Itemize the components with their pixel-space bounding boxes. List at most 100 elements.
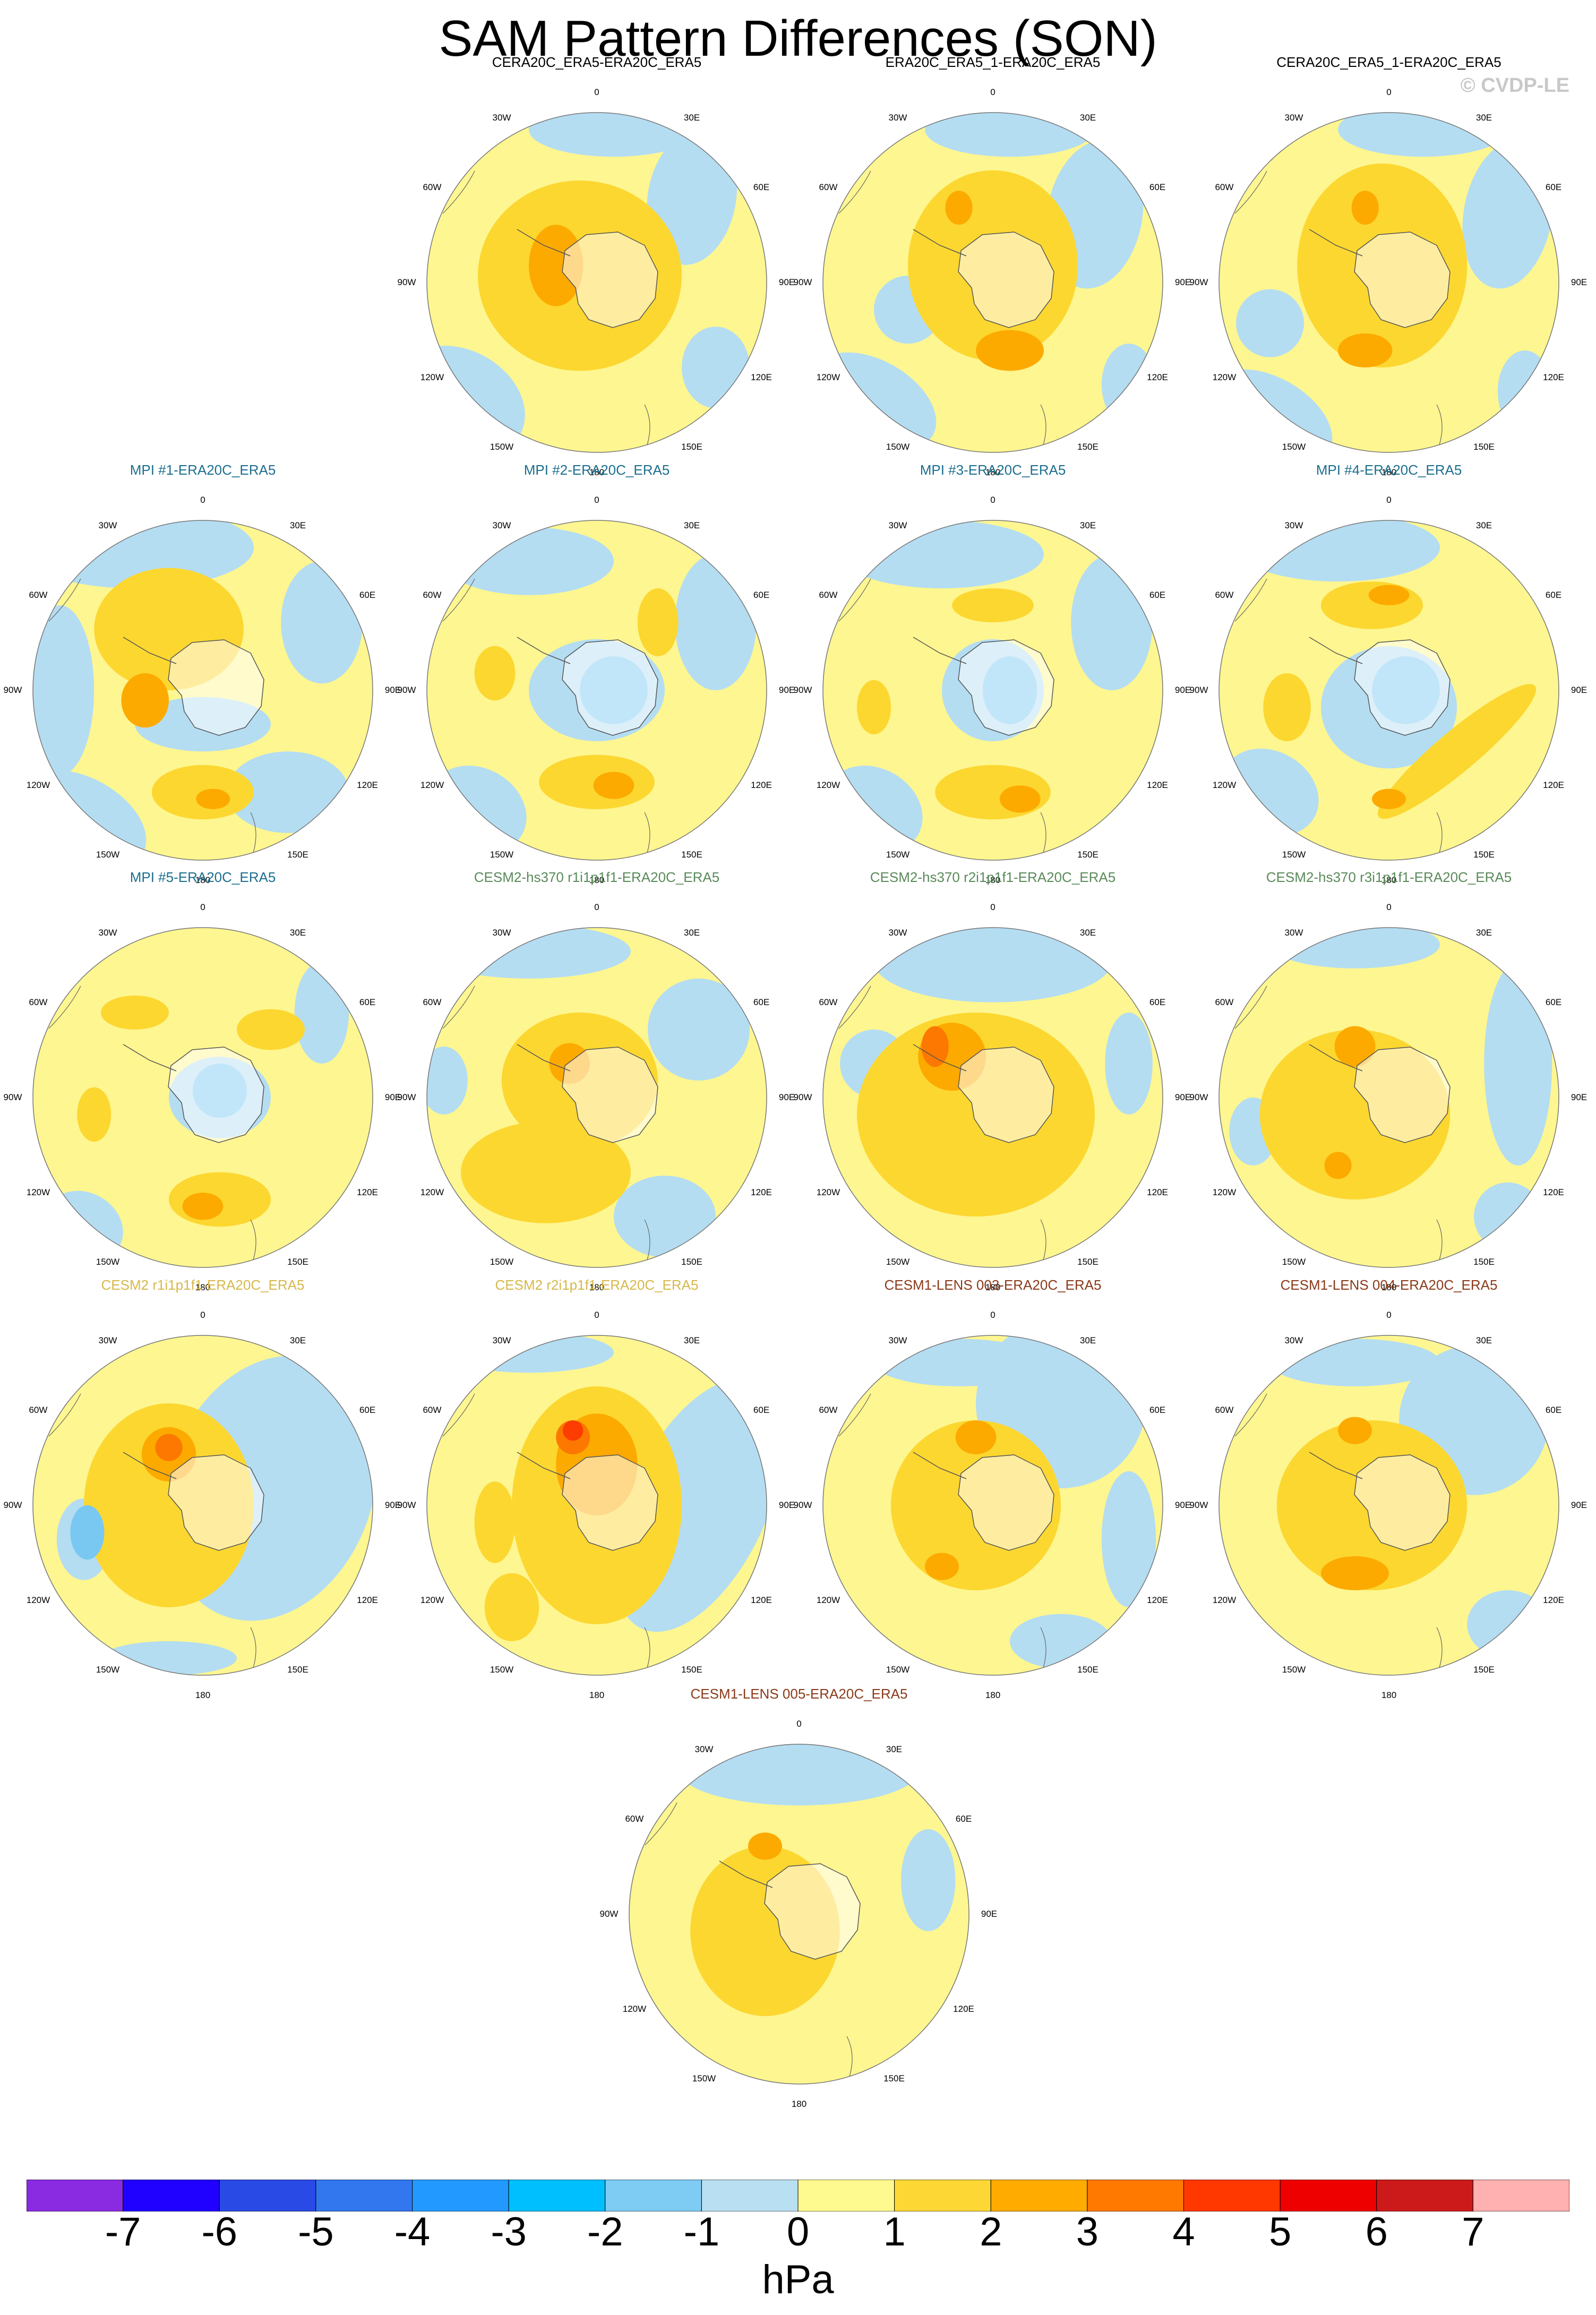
coastline — [48, 985, 81, 1029]
longitude-label: 180 — [195, 875, 211, 885]
longitude-label: 60W — [423, 590, 442, 600]
longitude-label: 30W — [1284, 112, 1303, 123]
contour-region — [101, 1641, 237, 1675]
polar-map — [32, 520, 373, 861]
map-border — [32, 927, 373, 1268]
longitude-label: 180 — [1381, 875, 1397, 885]
longitude-label: 150W — [1282, 1257, 1306, 1267]
panel-title: MPI #5-ERA20C_ERA5 — [130, 869, 276, 885]
longitude-label: 180 — [195, 1282, 211, 1292]
contour-region — [748, 1832, 782, 1860]
coastline — [442, 985, 475, 1029]
polar-map — [1219, 520, 1559, 861]
polar-map — [822, 112, 1163, 453]
antarctica-outline — [1354, 1047, 1451, 1143]
longitude-label: 30W — [98, 1335, 117, 1345]
longitude-label: 150E — [681, 442, 702, 452]
contour-region — [1101, 1471, 1156, 1607]
page-title: SAM Pattern Differences (SON) — [439, 10, 1157, 67]
longitude-label: 180 — [1381, 467, 1397, 477]
contour-region — [840, 520, 1044, 588]
longitude-label: 120W — [1212, 780, 1237, 790]
contour-region — [1321, 581, 1423, 629]
contour-region — [444, 1335, 614, 1373]
longitude-label: 60E — [1149, 997, 1166, 1007]
longitude-label: 90W — [3, 1092, 22, 1102]
longitude-label: 90E — [1571, 1500, 1588, 1510]
antarctica-outline — [958, 1454, 1054, 1551]
colorbar-swatch — [1280, 2180, 1377, 2211]
longitude-label: 150E — [287, 1665, 308, 1675]
longitude-label: 30W — [492, 112, 511, 123]
longitude-label: 150W — [490, 1257, 514, 1267]
longitude-label: 0 — [796, 1719, 802, 1729]
contour-region — [1497, 350, 1552, 432]
longitude-label: 90W — [1189, 1092, 1208, 1102]
polar-map — [32, 927, 373, 1268]
polar-map — [822, 927, 1163, 1268]
longitude-label: 120E — [1147, 372, 1168, 382]
longitude-label: 30W — [492, 520, 511, 530]
colorbar-tick-label: 3 — [1076, 2209, 1099, 2254]
longitude-label: 60E — [359, 997, 376, 1007]
longitude-label: 60E — [1149, 182, 1166, 192]
longitude-label: 120W — [816, 1595, 840, 1605]
panel-title: CERA20C_ERA5-ERA20C_ERA5 — [492, 54, 702, 70]
coastline — [442, 1393, 475, 1437]
colorbar-tick-label: -6 — [201, 2209, 238, 2254]
longitude-label: 150E — [1077, 1257, 1099, 1267]
contour-region — [680, 1744, 918, 1806]
longitude-label: 0 — [594, 1310, 599, 1320]
contour-region — [925, 113, 1095, 157]
longitude-label: 150E — [1473, 442, 1495, 452]
longitude-label: 90E — [778, 1500, 795, 1510]
panel-title: MPI #3-ERA20C_ERA5 — [920, 462, 1066, 478]
colorbar-swatch — [1472, 2180, 1569, 2211]
contour-region — [1236, 289, 1304, 357]
antarctica-outline — [562, 1047, 658, 1143]
longitude-label: 150E — [1077, 850, 1099, 860]
colorbar-swatch — [315, 2180, 413, 2211]
contour-region — [1236, 520, 1440, 582]
longitude-label: 150E — [1077, 1665, 1099, 1675]
contour-region — [444, 527, 614, 595]
longitude-label: 90E — [778, 277, 795, 287]
longitude-label: 180 — [1381, 1282, 1397, 1292]
contour-region — [1324, 1152, 1352, 1179]
longitude-label: 150E — [287, 850, 308, 860]
antarctica-outline — [1354, 639, 1451, 736]
longitude-label: 60W — [29, 997, 48, 1007]
coastline — [838, 170, 871, 214]
longitude-label: 60W — [29, 1405, 48, 1415]
contour-region — [955, 1420, 997, 1454]
colorbar-swatch — [894, 2180, 991, 2211]
longitude-label: 60W — [423, 182, 442, 192]
longitude-label: 180 — [985, 875, 1001, 885]
contour-region — [901, 1829, 956, 1931]
longitude-label: 90E — [1174, 277, 1191, 287]
polar-map — [426, 520, 767, 861]
longitude-label: 0 — [990, 495, 996, 505]
panel-title: CESM1-LENS 003-ERA20C_ERA5 — [884, 1277, 1102, 1293]
longitude-label: 30E — [683, 1335, 700, 1345]
peninsula-outline — [123, 1452, 177, 1479]
longitude-label: 30W — [1284, 1335, 1303, 1345]
longitude-label: 150E — [883, 2073, 905, 2084]
contour-region — [675, 554, 757, 690]
colorbar-tick-label: -2 — [587, 2209, 623, 2254]
longitude-label: 150W — [886, 1257, 910, 1267]
longitude-label: 150E — [287, 1257, 308, 1267]
longitude-label: 120E — [1543, 1595, 1564, 1605]
contour-region — [427, 1047, 468, 1114]
map-border — [1219, 520, 1559, 861]
antarctica-outline — [168, 1454, 264, 1551]
coastline — [838, 1393, 871, 1437]
contour-region — [1263, 673, 1311, 741]
colorbar-swatch — [27, 2180, 124, 2211]
longitude-label: 120E — [751, 1595, 772, 1605]
antarctica-outline — [168, 1047, 264, 1143]
contour-region — [33, 605, 95, 775]
contour-region — [682, 327, 750, 408]
contour-region — [461, 1121, 631, 1223]
longitude-label: 60W — [423, 997, 442, 1007]
